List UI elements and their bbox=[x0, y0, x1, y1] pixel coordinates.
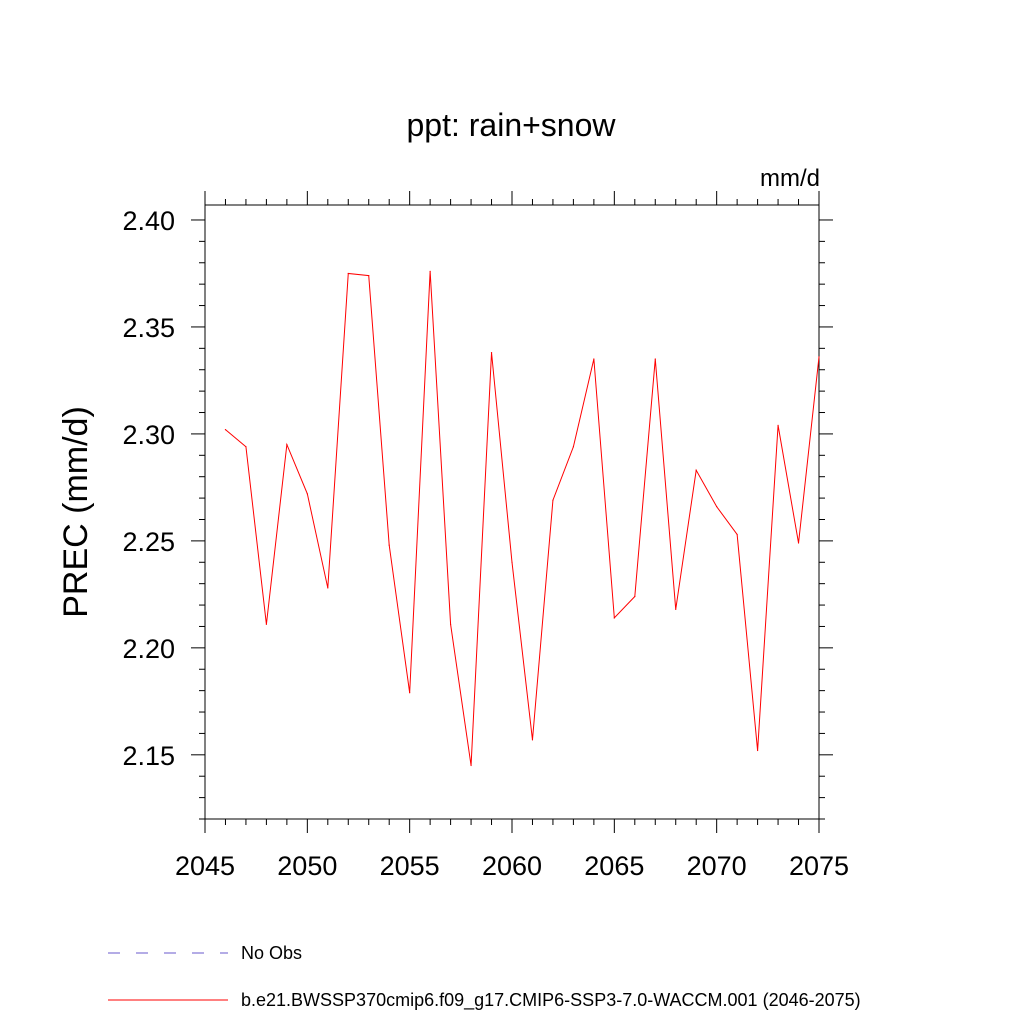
data-point bbox=[306, 493, 308, 495]
y-tick-label: 2.20 bbox=[122, 634, 175, 664]
y-axis-ticks bbox=[191, 219, 833, 820]
data-point bbox=[245, 446, 247, 448]
data-point bbox=[224, 429, 227, 431]
data-point bbox=[450, 623, 452, 625]
data-point bbox=[634, 595, 636, 598]
data-point bbox=[265, 623, 267, 625]
x-tick-label: 2075 bbox=[789, 851, 849, 881]
data-point bbox=[470, 764, 472, 767]
data-point bbox=[347, 272, 349, 275]
x-tick-label: 2050 bbox=[277, 851, 337, 881]
data-point bbox=[429, 270, 431, 272]
y-axis-tick-labels: 2.15 2.20 2.25 2.30 2.35 2.40 bbox=[122, 206, 175, 771]
data-point bbox=[818, 356, 820, 358]
data-point bbox=[490, 352, 493, 354]
data-point bbox=[388, 544, 390, 546]
x-tick-label: 2055 bbox=[380, 851, 440, 881]
y-tick-label: 2.15 bbox=[122, 741, 175, 771]
data-point bbox=[716, 506, 718, 508]
data-point bbox=[797, 542, 800, 544]
data-point bbox=[757, 749, 759, 752]
data-point bbox=[409, 692, 411, 694]
data-point bbox=[572, 446, 575, 448]
legend-label-no-obs: No Obs bbox=[241, 943, 302, 963]
data-point bbox=[736, 533, 738, 536]
y-tick-label: 2.30 bbox=[122, 420, 175, 450]
data-point bbox=[654, 358, 656, 360]
data-point bbox=[552, 499, 554, 501]
x-axis-tick-labels: 2045 2050 2055 2060 2065 2070 2075 bbox=[175, 851, 849, 881]
y-tick-label: 2.35 bbox=[122, 313, 175, 343]
chart-title: ppt: rain+snow bbox=[406, 107, 616, 143]
data-point bbox=[368, 274, 370, 277]
data-point bbox=[777, 424, 779, 426]
x-tick-label: 2060 bbox=[482, 851, 542, 881]
units-label: mm/d bbox=[760, 165, 820, 192]
data-point bbox=[593, 358, 595, 360]
plot-frame bbox=[204, 204, 820, 820]
data-point bbox=[695, 469, 697, 471]
data-point bbox=[613, 617, 615, 619]
series-line bbox=[225, 271, 820, 766]
y-tick-label: 2.40 bbox=[122, 206, 175, 236]
data-point bbox=[675, 608, 677, 610]
y-axis-label: PREC (mm/d) bbox=[57, 406, 95, 618]
x-tick-label: 2070 bbox=[687, 851, 747, 881]
data-point bbox=[511, 561, 513, 563]
series-layer bbox=[224, 270, 820, 767]
y-tick-label: 2.25 bbox=[122, 527, 175, 557]
data-point bbox=[286, 444, 288, 446]
x-tick-label: 2065 bbox=[584, 851, 644, 881]
data-point bbox=[531, 739, 534, 741]
x-tick-label: 2045 bbox=[175, 851, 235, 881]
legend: No Obs b.e21.BWSSP370cmip6.f09_g17.CMIP6… bbox=[108, 943, 861, 1011]
x-axis-ticks bbox=[204, 191, 820, 833]
data-point bbox=[327, 587, 329, 589]
legend-label-model-run: b.e21.BWSSP370cmip6.f09_g17.CMIP6-SSP3-7… bbox=[241, 990, 861, 1011]
